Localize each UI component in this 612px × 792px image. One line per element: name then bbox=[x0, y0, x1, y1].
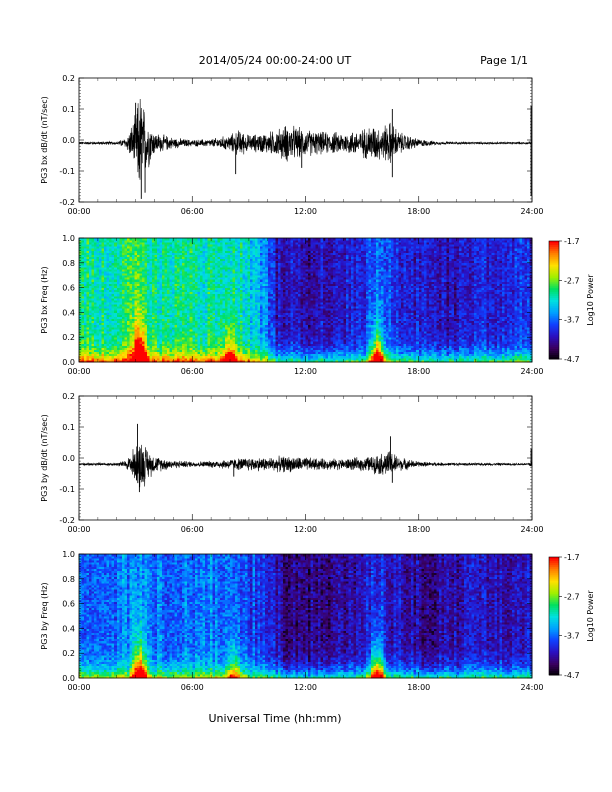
x-tick-label: 06:00 bbox=[181, 207, 204, 216]
plot-area-bx-dbdt bbox=[79, 99, 532, 199]
heatmap-cells-bx-freq bbox=[79, 238, 532, 362]
plot-area-bx-freq bbox=[79, 238, 532, 362]
y-axis-label: PG3 bx dB/dt (nT/sec) bbox=[40, 96, 49, 183]
figure-title: 2014/05/24 00:00-24:00 UT bbox=[199, 54, 352, 67]
y-tick-label: -0.1 bbox=[59, 167, 75, 176]
y-tick-label: 0.0 bbox=[62, 136, 75, 145]
y-tick-label: 0.1 bbox=[62, 105, 75, 114]
panels: 0.2 0.1 0.0 -0.1 -0.200:00 06:00 12:00 18:00 24:… bbox=[40, 74, 595, 692]
trace-bx-dbdt bbox=[79, 99, 532, 180]
x-tick-label: 24:00 bbox=[520, 207, 543, 216]
page-indicator: Page 1/1 bbox=[480, 54, 528, 67]
x-tick-label: 12:00 bbox=[294, 207, 317, 216]
panel-bx-dbdt: 0.2 0.1 0.0 -0.1 -0.200:00 06:00 12:00 18:00 24:… bbox=[40, 74, 544, 216]
x-tick-label: 00:00 bbox=[67, 207, 90, 216]
y-tick-label: 0.2 bbox=[62, 74, 75, 83]
x-tick-label: 18:00 bbox=[407, 207, 430, 216]
y-tick-label: -0.2 bbox=[59, 198, 75, 207]
